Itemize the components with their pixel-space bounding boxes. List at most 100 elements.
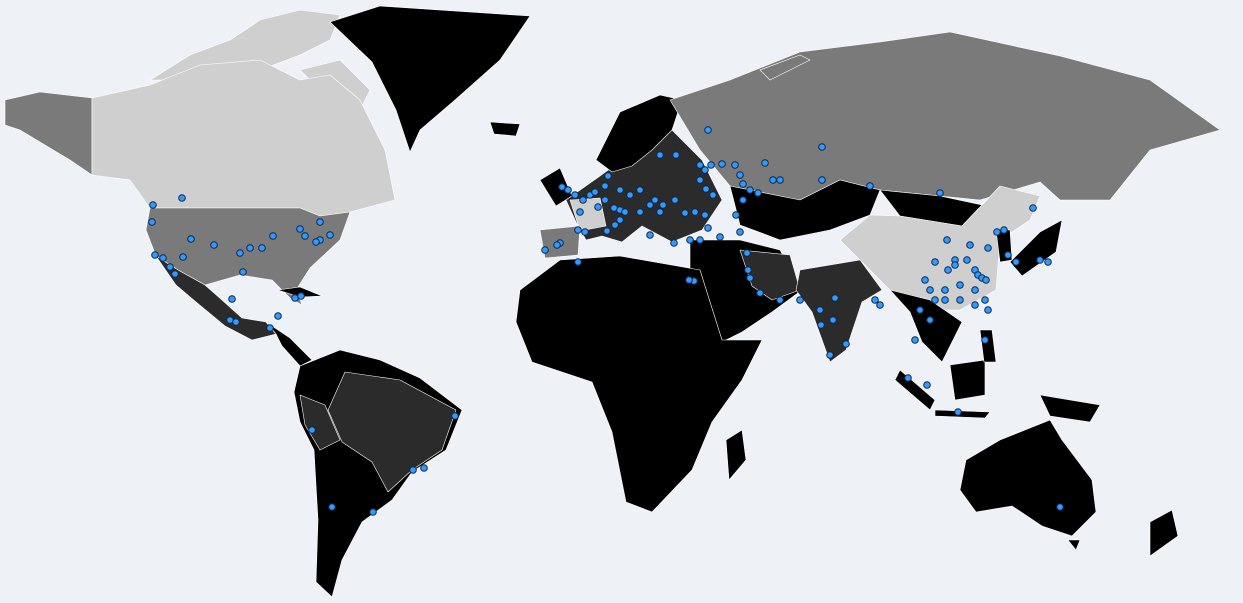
location-marker[interactable] [981, 336, 989, 344]
location-marker[interactable] [816, 306, 824, 314]
country-brazil[interactable] [327, 371, 457, 493]
location-marker[interactable] [761, 159, 769, 167]
location-marker[interactable] [831, 294, 839, 302]
location-marker[interactable] [611, 221, 619, 229]
country-southeast-asia[interactable] [889, 289, 963, 363]
location-marker[interactable] [971, 301, 979, 309]
country-scandinavia[interactable] [595, 94, 683, 173]
location-marker[interactable] [686, 236, 694, 244]
location-marker[interactable] [179, 253, 187, 261]
location-marker[interactable] [701, 211, 709, 219]
location-marker[interactable] [1056, 503, 1064, 511]
country-madagascar[interactable] [725, 429, 747, 481]
location-marker[interactable] [956, 281, 964, 289]
location-marker[interactable] [646, 201, 654, 209]
location-marker[interactable] [603, 227, 611, 235]
location-marker[interactable] [564, 186, 572, 194]
location-marker[interactable] [944, 266, 952, 274]
location-marker[interactable] [246, 244, 254, 252]
location-marker[interactable] [301, 232, 309, 240]
country-australia[interactable] [959, 419, 1097, 537]
location-marker[interactable] [943, 236, 951, 244]
location-marker[interactable] [266, 324, 274, 332]
location-marker[interactable] [601, 196, 609, 204]
location-marker[interactable] [984, 306, 992, 314]
location-marker[interactable] [296, 225, 304, 233]
location-marker[interactable] [911, 336, 919, 344]
location-marker[interactable] [981, 296, 989, 304]
location-marker[interactable] [776, 176, 784, 184]
location-marker[interactable] [636, 208, 644, 216]
location-marker[interactable] [672, 151, 680, 159]
location-marker[interactable] [704, 126, 712, 134]
location-marker[interactable] [931, 296, 939, 304]
location-marker[interactable] [171, 270, 179, 278]
location-marker[interactable] [796, 296, 804, 304]
location-marker[interactable] [591, 188, 599, 196]
location-marker[interactable] [817, 321, 825, 329]
location-marker[interactable] [316, 218, 324, 226]
country-japan[interactable] [1009, 219, 1063, 277]
location-marker[interactable] [954, 408, 962, 416]
location-marker[interactable] [739, 196, 747, 204]
country-france[interactable] [569, 197, 607, 232]
location-marker[interactable] [558, 183, 566, 191]
location-marker[interactable] [579, 196, 587, 204]
location-marker[interactable] [656, 208, 664, 216]
location-marker[interactable] [776, 296, 784, 304]
location-marker[interactable] [232, 318, 240, 326]
location-marker[interactable] [732, 211, 740, 219]
location-marker[interactable] [769, 176, 777, 184]
location-marker[interactable] [210, 241, 218, 249]
location-marker[interactable] [743, 249, 751, 257]
location-marker[interactable] [297, 292, 305, 300]
location-marker[interactable] [553, 241, 561, 249]
location-marker[interactable] [541, 246, 549, 254]
location-marker[interactable] [696, 176, 704, 184]
location-marker[interactable] [931, 258, 939, 266]
location-marker[interactable] [269, 232, 277, 240]
location-marker[interactable] [616, 216, 624, 224]
location-marker[interactable] [326, 231, 334, 239]
location-marker[interactable] [581, 228, 589, 236]
location-marker[interactable] [574, 226, 582, 234]
location-marker[interactable] [936, 189, 944, 197]
location-marker[interactable] [571, 191, 579, 199]
location-marker[interactable] [616, 186, 624, 194]
location-marker[interactable] [1000, 226, 1008, 234]
country-tasmania[interactable] [1067, 539, 1081, 551]
location-marker[interactable] [369, 508, 377, 516]
location-marker[interactable] [696, 161, 704, 169]
location-marker[interactable] [716, 233, 724, 241]
location-marker[interactable] [258, 244, 266, 252]
location-marker[interactable] [1029, 204, 1037, 212]
location-marker[interactable] [756, 289, 764, 297]
location-marker[interactable] [829, 316, 837, 324]
location-marker[interactable] [709, 191, 717, 199]
location-marker[interactable] [576, 208, 584, 216]
location-marker[interactable] [659, 201, 667, 209]
location-marker[interactable] [594, 203, 602, 211]
location-marker[interactable] [826, 351, 834, 359]
location-marker[interactable] [420, 464, 428, 472]
country-canada[interactable] [91, 59, 396, 217]
location-marker[interactable] [451, 412, 459, 420]
location-marker[interactable] [636, 186, 644, 194]
location-marker[interactable] [718, 160, 726, 168]
location-marker[interactable] [178, 194, 186, 202]
location-marker[interactable] [685, 276, 693, 284]
location-marker[interactable] [574, 258, 582, 266]
location-marker[interactable] [921, 276, 929, 284]
country-india[interactable] [795, 259, 883, 363]
location-marker[interactable] [604, 172, 612, 180]
location-marker[interactable] [923, 381, 931, 389]
location-marker[interactable] [941, 286, 949, 294]
location-marker[interactable] [148, 218, 156, 226]
location-marker[interactable] [239, 268, 247, 276]
country-java[interactable] [934, 409, 991, 419]
location-marker[interactable] [818, 143, 826, 151]
country-borneo[interactable] [949, 359, 986, 401]
location-marker[interactable] [1004, 251, 1012, 259]
location-marker[interactable] [671, 196, 679, 204]
location-marker[interactable] [818, 176, 826, 184]
